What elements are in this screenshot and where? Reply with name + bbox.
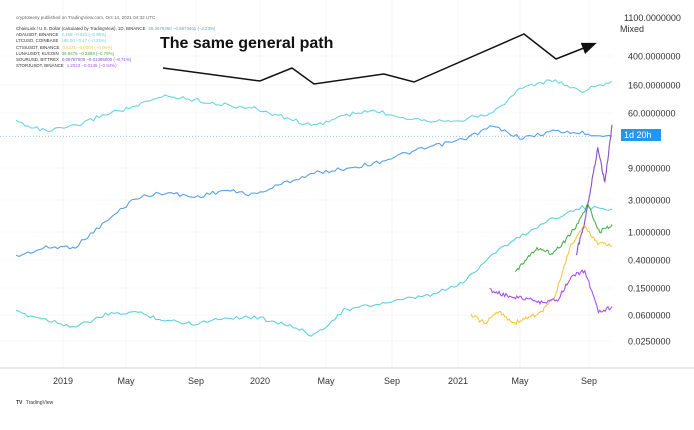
series-line-link: [15, 125, 613, 258]
legend-series-name: CTSIUSDT, BINANCE: [16, 44, 60, 50]
legend-series-values: 0.6331 −0.0004 (−0.06%): [62, 44, 113, 50]
annotation-arrow: [162, 33, 597, 85]
y-tick-label: 0.0600000: [628, 311, 671, 321]
series-line-ctsi: [470, 225, 612, 326]
grid-layer: [0, 0, 612, 368]
series-line-ltc: [15, 79, 613, 133]
y-tick-label: 400.0000000: [628, 52, 681, 62]
legend-entry[interactable]: SOURUSD, BITTREX 0.08787000 −0.01385000 (…: [16, 57, 215, 63]
y-tick-label: 3.0000000: [628, 196, 671, 206]
x-tick-label: Sep: [188, 376, 204, 386]
legend-entry[interactable]: ADAUSDT, BINANCE 2.169 −0.021 (−0.96%): [16, 32, 215, 38]
x-tick-label: May: [317, 376, 335, 386]
legend-entry[interactable]: CTSIUSDT, BINANCE 0.6331 −0.0004 (−0.06%): [16, 45, 215, 51]
x-tick-label: May: [511, 376, 529, 386]
y-tick-label: 0.0250000: [628, 337, 671, 347]
x-tick-label: 2020: [250, 376, 270, 386]
legend-series-values: 36.8676 −0.2888 (−0.79%): [61, 50, 114, 56]
y-tick-label: 0.4000000: [628, 256, 671, 266]
legend-series-values: 185.00 −0.47 (−0.25%): [61, 38, 107, 44]
series-line-ada: [15, 204, 613, 337]
y-tick-label: 160.0000000: [628, 81, 681, 91]
x-tick-label: Sep: [581, 376, 597, 386]
y-tick-label: 60.0000000: [628, 109, 676, 119]
y-tick-label: 9.0000000: [628, 164, 671, 174]
axis-layer: 400.0000000 160.0000000 60.0000000 9.000000…: [0, 52, 694, 386]
scale-mode-label[interactable]: Mixed: [620, 24, 645, 34]
legend-entry[interactable]: LUNAUSDT, KUCOIN 36.8676 −0.2888 (−0.79%): [16, 51, 215, 57]
x-tick-label: Sep: [384, 376, 400, 386]
legend-series-values: 26.2678350 −0.5973461 (−2.23%): [148, 26, 216, 31]
published-info: cryptoteesy published on TradingView.com…: [16, 15, 156, 20]
legend-entry[interactable]: ChainLink / U.S. Dollar (calculated by T…: [16, 26, 215, 32]
series-line-sour: [575, 124, 613, 256]
legend-series-name: ADAUSDT, BINANCE: [16, 32, 59, 38]
legend-entry[interactable]: STORJUSDT, BINANCE 1.2023 −0.0136 (−0.94%…: [16, 63, 215, 69]
legend-series-values: 0.08787000 −0.01385000 (−8.71%): [61, 57, 132, 63]
tradingview-logo[interactable]: TV TradingView: [16, 400, 53, 406]
price-countdown-badge: 1d 20h: [621, 129, 661, 141]
x-tick-label: 2021: [448, 376, 468, 386]
legend-series-values: 2.169 −0.021 (−0.96%): [61, 32, 107, 38]
legend-series-name: STORJUSDT, BINANCE: [16, 63, 64, 69]
scale-top-label: 1100.0000000: [624, 13, 681, 23]
legend-series-name: SOURUSD, BITTREX: [16, 57, 59, 63]
series-line-storj: [489, 269, 613, 315]
legend-series-name: LTCUSD, COINBASE: [16, 38, 59, 44]
legend-series-values: 1.2023 −0.0136 (−0.94%): [66, 63, 117, 69]
y-tick-label: 1.0000000: [628, 228, 671, 238]
series-line-luna: [514, 203, 613, 272]
legend-series-name: LUNAUSDT, KUCOIN: [16, 50, 59, 56]
tradingview-logo-icon: TV: [16, 400, 23, 406]
tradingview-logo-text: TradingView: [25, 400, 54, 406]
legend-series-name: ChainLink / U.S. Dollar (calculated by T…: [16, 26, 146, 31]
legend: ChainLink / U.S. Dollar (calculated by T…: [16, 26, 215, 69]
x-tick-label: 2019: [53, 376, 73, 386]
annotation-label: The same general path: [160, 35, 334, 52]
series-layer: [15, 79, 613, 337]
x-tick-label: May: [117, 376, 135, 386]
legend-entry[interactable]: LTCUSD, COINBASE 185.00 −0.47 (−0.25%): [16, 38, 215, 44]
y-tick-label: 0.1500000: [628, 284, 671, 294]
